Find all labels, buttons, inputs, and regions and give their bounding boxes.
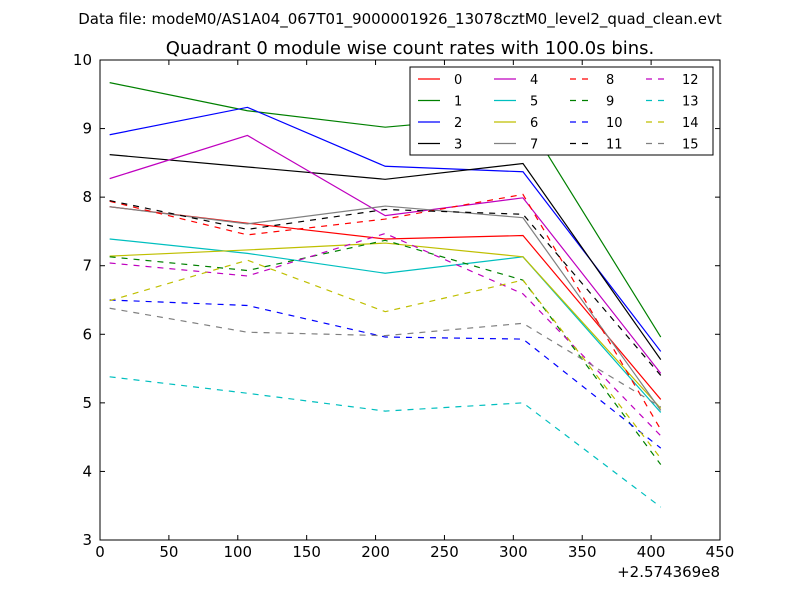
y-tick-label: 4 — [82, 462, 92, 480]
y-tick-label: 7 — [82, 257, 92, 275]
plot-area: 0 50 100 150 200 250 300 350 400 4503456789100123… — [73, 51, 734, 561]
series-line-13 — [109, 376, 662, 508]
series-line-11 — [109, 199, 662, 376]
legend-label-5: 5 — [530, 95, 538, 110]
y-tick-label: 9 — [82, 120, 92, 138]
x-tick-label: 100 — [223, 543, 252, 561]
legend-label-3: 3 — [454, 138, 462, 153]
series-line-15 — [109, 307, 662, 408]
series-line-9 — [109, 239, 662, 465]
series-line-8 — [109, 193, 662, 430]
legend-label-10: 10 — [606, 116, 623, 131]
y-tick-label: 6 — [82, 325, 92, 343]
legend-label-2: 2 — [454, 116, 462, 131]
legend-label-11: 11 — [606, 138, 623, 153]
legend-label-7: 7 — [530, 138, 538, 153]
x-tick-label: 150 — [292, 543, 321, 561]
series-line-0 — [109, 206, 662, 400]
chart-title: Quadrant 0 module wise count rates with … — [166, 38, 655, 59]
series-line-4 — [109, 134, 662, 374]
figure-suptitle: Data file: modeM0/AS1A04_067T01_90000019… — [78, 10, 722, 29]
series-line-10 — [109, 299, 662, 449]
series-line-12 — [109, 232, 662, 437]
x-tick-label: 50 — [159, 543, 178, 561]
series-line-2 — [109, 106, 662, 352]
series-line-7 — [109, 205, 662, 411]
series-line-3 — [109, 154, 662, 361]
axes-frame — [99, 59, 721, 541]
y-tick-label: 5 — [82, 394, 92, 412]
x-tick-label: 450 — [706, 543, 735, 561]
legend-label-0: 0 — [454, 73, 462, 88]
legend-box — [409, 66, 714, 156]
x-tick-label: 350 — [568, 543, 597, 561]
x-tick-label: 200 — [361, 543, 390, 561]
legend-label-1: 1 — [454, 95, 462, 110]
legend-label-15: 15 — [682, 138, 699, 153]
y-tick-label: 10 — [73, 51, 92, 69]
x-tick-label: 250 — [430, 543, 459, 561]
legend-label-9: 9 — [606, 95, 614, 110]
series-line-1 — [109, 82, 662, 338]
legend-label-12: 12 — [682, 73, 699, 88]
series-line-14 — [109, 259, 662, 459]
legend-label-14: 14 — [682, 116, 699, 131]
series-line-5 — [109, 238, 662, 413]
y-tick-label: 8 — [82, 188, 92, 206]
legend-label-6: 6 — [530, 116, 538, 131]
legend-label-13: 13 — [682, 95, 699, 110]
x-tick-label: 400 — [637, 543, 666, 561]
legend-label-4: 4 — [530, 73, 538, 88]
x-tick-label: 0 — [95, 543, 105, 561]
series-line-6 — [109, 242, 662, 409]
legend-label-8: 8 — [606, 73, 614, 88]
x-axis-offset-label: +2.574369e8 — [617, 563, 720, 581]
x-tick-label: 300 — [499, 543, 528, 561]
y-tick-label: 3 — [82, 531, 92, 549]
